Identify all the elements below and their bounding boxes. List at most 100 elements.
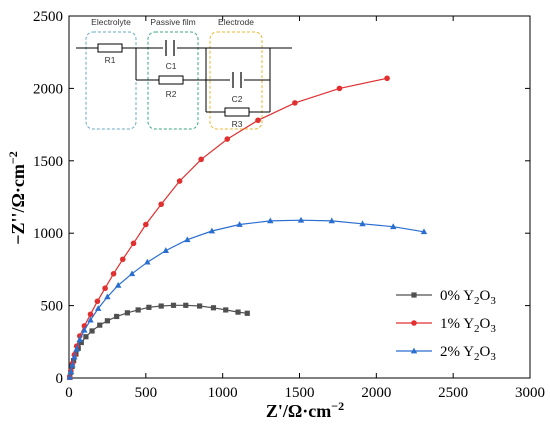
data-point [81,326,88,333]
data-point [114,313,120,320]
data-point [336,85,343,92]
data-point [104,318,111,324]
data-point [102,285,108,292]
series-2 [66,216,428,380]
legend-item: 1% Y2O3 [396,316,496,335]
legend: 0% Y2O3 1% Y2O3 2% Y2O3 [396,288,496,363]
data-point [71,353,78,360]
data-point [114,281,122,288]
y-tick-label: 500 [41,299,64,315]
y-tick-label: 1500 [33,154,63,170]
data-point [87,311,94,318]
legend-marker [411,320,417,326]
data-point [158,201,164,208]
legend-marker [410,347,418,354]
data-point [224,136,231,142]
data-point [69,361,76,368]
x-axis-label-exponent: −2 [331,399,344,413]
resistor-r1 [97,43,123,53]
data-point [255,117,261,124]
x-tick-label: 0 [65,385,73,401]
x-tick-label: 500 [135,385,158,401]
r2-label: R2 [166,89,177,99]
capacitor-c1-gap [163,40,177,56]
x-tick-label: 2000 [361,385,391,401]
data-point [158,303,164,309]
data-point [420,228,428,235]
series-1 [66,75,390,381]
data-point [223,307,229,313]
equivalent-circuit-inset: Electrolyte Passive film Electrode R1 C1… [76,17,292,130]
data-point [235,309,241,315]
data-point [267,217,274,224]
data-point [110,270,117,277]
y-tick-label: 2500 [33,9,63,25]
data-point [176,178,183,184]
capacitor-c2-gap [230,72,244,88]
y-axis-label: −Z''/Ω·cm−2 [6,151,28,245]
data-point [76,336,83,343]
data-point [104,293,111,300]
data-point [66,373,73,380]
data-point [184,236,191,243]
y-tick-label: 1000 [33,226,63,242]
data-point [83,334,89,340]
series-group [66,75,428,381]
resistor-r3 [224,107,250,117]
data-point [124,310,130,316]
data-point [128,270,136,277]
legend-label: 0% Y2O3 [440,288,496,307]
data-point [119,256,126,263]
x-tick-label: 1500 [285,385,315,401]
x-tick-label: 1000 [208,385,238,401]
x-axis-label: Z'/Ω·cm−2 [266,399,344,421]
series-line [69,219,425,378]
data-point [236,221,243,227]
c1-label: C1 [166,61,177,71]
passive-film-label: Passive film [150,17,195,27]
data-point [390,223,397,230]
data-point [162,247,170,253]
r3-label: R3 [232,119,243,129]
passive-film-region-box [147,31,199,130]
data-point [144,258,151,265]
data-point [384,75,390,82]
legend-label: 1% Y2O3 [440,316,496,335]
y-axis-label-exponent: −2 [6,151,20,164]
data-point [197,303,203,309]
data-point [87,316,94,323]
ticks-group: 0 500 1000 1500 2000 2500 3000 0 500 1000 1500 2000… [33,9,545,401]
legend-label: 2% Y2O3 [440,344,496,363]
data-point [292,100,298,106]
y-tick-label: 2000 [33,81,63,97]
data-point [198,156,204,163]
x-tick-label: 3000 [515,385,545,401]
series-line [69,77,388,378]
electrolyte-label: Electrolyte [91,17,131,27]
data-point [94,298,101,305]
data-point [297,216,305,223]
legend-marker [411,292,417,298]
x-axis-label-text: Z'/Ω·cm [266,401,331,421]
series-line [69,304,248,378]
legend-item: 0% Y2O3 [396,288,496,307]
data-point [78,339,84,346]
data-point [73,345,80,352]
data-point [170,302,177,308]
c2-label: C2 [232,94,243,104]
r1-label: R1 [105,55,116,65]
data-point [146,304,152,310]
data-point [67,368,75,374]
data-point [208,227,216,234]
data-point [359,220,366,227]
data-point [210,305,217,311]
data-point [183,302,189,308]
y-axis-label-text: −Z''/Ω·cm [8,164,28,245]
data-point [97,322,103,328]
resistor-r2 [158,75,184,85]
data-point [328,217,335,224]
data-point [244,310,250,316]
x-tick-label: 2500 [438,385,468,401]
electrode-label: Electrode [218,17,254,27]
